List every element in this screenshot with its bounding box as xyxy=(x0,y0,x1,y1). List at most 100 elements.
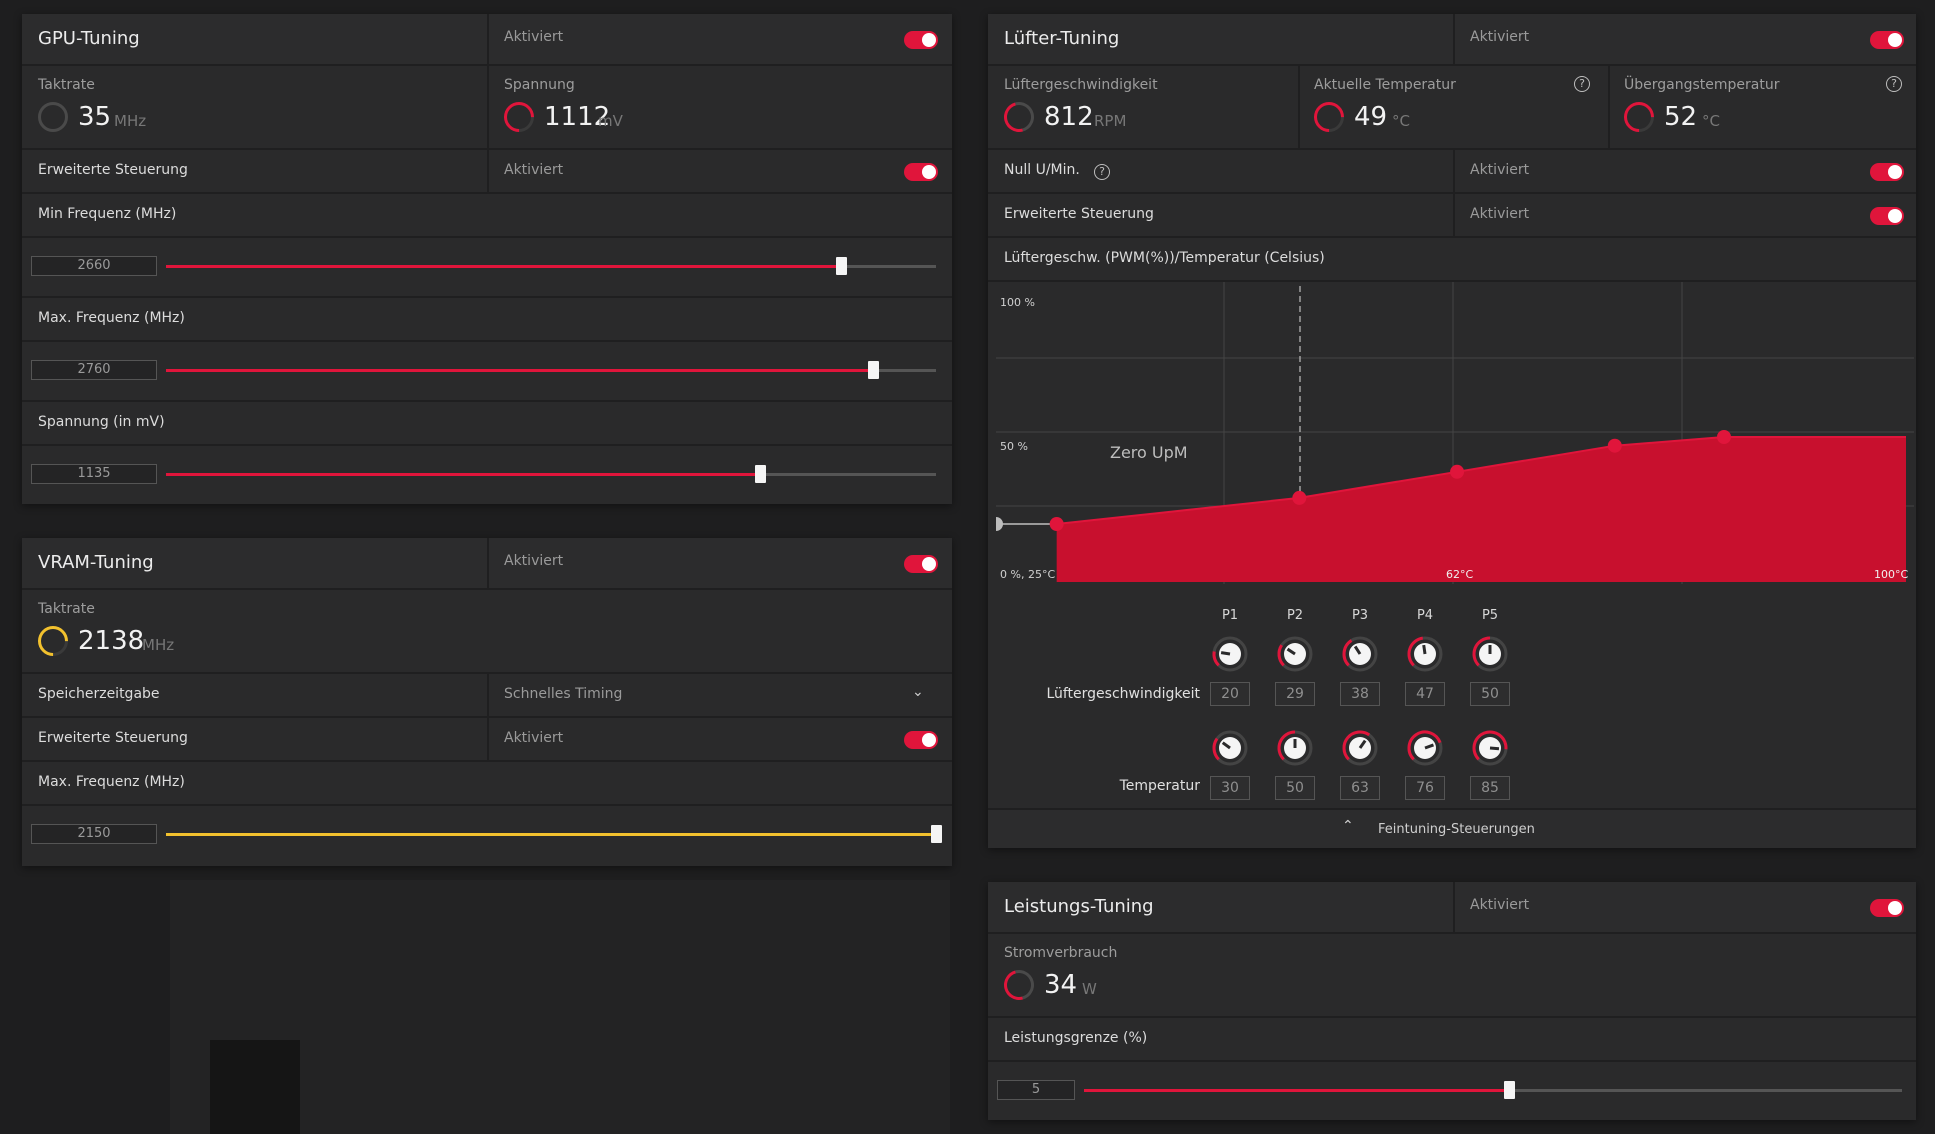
vram-header: VRAM-Tuning Aktiviert xyxy=(22,538,952,590)
x-tick-62: 62°C xyxy=(1446,568,1473,581)
power-limit-input[interactable]: 5 xyxy=(997,1080,1075,1100)
temp-knob-p2[interactable] xyxy=(1275,728,1315,768)
gpu-status: Aktiviert xyxy=(504,29,564,45)
point-label: P1 xyxy=(1221,608,1239,623)
fan-speed-value: 812 xyxy=(1044,102,1094,132)
speed-input-p3[interactable]: 38 xyxy=(1340,682,1380,706)
speed-row-label: Lüftergeschwindigkeit xyxy=(1046,686,1200,702)
temp-input-p5[interactable]: 85 xyxy=(1470,776,1510,800)
vram-advanced-status: Aktiviert xyxy=(504,730,564,746)
zero-upm-annotation: Zero UpM xyxy=(1110,443,1188,462)
gpu-voltage-thumb[interactable] xyxy=(754,465,766,483)
vram-clock-unit: MHz xyxy=(142,636,175,654)
fine-tuning-label[interactable]: Feintuning-Steuerungen xyxy=(1378,822,1535,837)
temp-input-p4[interactable]: 76 xyxy=(1405,776,1445,800)
fan-curve-point-p5 xyxy=(1717,430,1731,444)
gpu-min-freq-label: Min Frequenz (MHz) xyxy=(38,206,177,222)
gpu-voltage-unit: mV xyxy=(598,112,623,130)
power-metrics-row: Stromverbrauch 34 W xyxy=(988,934,1916,1018)
gpu-voltage-label: Spannung xyxy=(504,77,575,93)
speed-knob-p1[interactable] xyxy=(1210,634,1250,674)
temp-input-p3[interactable]: 63 xyxy=(1340,776,1380,800)
vram-timing-row: Speicherzeitgabe Schnelles Timing ⌄ xyxy=(22,674,952,718)
speed-knob-p5[interactable] xyxy=(1470,634,1510,674)
vram-max-freq-slider-row: 2150 xyxy=(22,806,952,866)
gpu-header: GPU-Tuning Aktiviert xyxy=(22,14,952,66)
speed-knob-p3[interactable] xyxy=(1340,634,1380,674)
chevron-down-icon[interactable]: ⌄ xyxy=(912,684,924,700)
gpu-max-freq-thumb[interactable] xyxy=(867,361,879,379)
speed-input-p1[interactable]: 20 xyxy=(1210,682,1250,706)
fan-junction-gauge xyxy=(1617,95,1661,139)
power-limit-header: Leistungsgrenze (%) xyxy=(988,1018,1916,1062)
gpu-clock-unit: MHz xyxy=(114,112,147,130)
fan-speed-label: Lüftergeschwindigkeit xyxy=(1004,77,1158,93)
fan-curve-area xyxy=(1056,437,1906,582)
speed-input-p5[interactable]: 50 xyxy=(1470,682,1510,706)
gpu-voltage-input[interactable]: 1135 xyxy=(31,464,157,484)
gpu-metrics-row: Taktrate 35 MHz Spannung 1112 mV xyxy=(22,66,952,150)
fan-junction-value: 52 xyxy=(1664,102,1698,132)
vram-max-freq-label: Max. Frequenz (MHz) xyxy=(38,774,185,790)
fan-curve-title: Lüftergeschw. (PWM(%))/Temperatur (Celsi… xyxy=(1004,250,1325,266)
gpu-voltage-fill xyxy=(166,473,760,476)
gpu-advanced-toggle[interactable] xyxy=(904,163,938,181)
point-label: P3 xyxy=(1351,608,1369,623)
vram-timing-select[interactable]: Schnelles Timing xyxy=(504,686,623,702)
chevron-up-icon[interactable]: ⌃ xyxy=(1342,818,1354,834)
fan-metrics-row: Lüftergeschwindigkeit 812 RPM Aktuelle T… xyxy=(988,66,1916,150)
power-usage-label: Stromverbrauch xyxy=(1004,945,1118,961)
fan-advanced-row: Erweiterte Steuerung Aktiviert xyxy=(988,194,1916,238)
fan-status: Aktiviert xyxy=(1470,29,1530,45)
temp-knob-p1[interactable] xyxy=(1210,728,1250,768)
fan-speed-unit: RPM xyxy=(1094,112,1127,130)
temp-input-p2[interactable]: 50 xyxy=(1275,776,1315,800)
speed-knob-p2[interactable] xyxy=(1275,634,1315,674)
fan-zero-rpm-toggle[interactable] xyxy=(1870,163,1904,181)
gpu-max-freq-input[interactable]: 2760 xyxy=(31,360,157,380)
power-limit-thumb[interactable] xyxy=(1504,1081,1516,1099)
fan-curve-chart[interactable]: 100 % 50 % 0 %, 25°C Zero UpM 62°C 100°C xyxy=(996,282,1914,584)
speed-knob-p4[interactable] xyxy=(1405,634,1445,674)
power-title: Leistungs-Tuning xyxy=(1004,896,1154,917)
gpu-voltage-slider-row: 1135 xyxy=(22,446,952,504)
fan-advanced-label: Erweiterte Steuerung xyxy=(1004,206,1154,222)
gpu-min-freq-fill xyxy=(166,265,842,268)
gpu-min-freq-input[interactable]: 2660 xyxy=(31,256,157,276)
help-icon[interactable]: ? xyxy=(1886,76,1902,92)
y-tick-50: 50 % xyxy=(1000,440,1028,453)
fan-header: Lüfter-Tuning Aktiviert xyxy=(988,14,1916,66)
vram-advanced-toggle[interactable] xyxy=(904,731,938,749)
speed-input-p4[interactable]: 47 xyxy=(1405,682,1445,706)
help-icon[interactable]: ? xyxy=(1574,76,1590,92)
temp-knob-p4[interactable] xyxy=(1405,728,1445,768)
fan-temp-unit: °C xyxy=(1392,112,1410,130)
fan-toggle[interactable] xyxy=(1870,31,1904,49)
temp-row-label: Temperatur xyxy=(1119,778,1200,794)
vram-max-freq-thumb[interactable] xyxy=(931,825,942,843)
vram-max-freq-input[interactable]: 2150 xyxy=(31,824,157,844)
gpu-clock-label: Taktrate xyxy=(38,77,95,93)
temp-knob-p5[interactable] xyxy=(1470,728,1510,768)
temp-knob-p3[interactable] xyxy=(1340,728,1380,768)
power-toggle[interactable] xyxy=(1870,899,1904,917)
vram-toggle[interactable] xyxy=(904,555,938,573)
y-tick-100: 100 % xyxy=(1000,296,1035,309)
fan-zero-rpm-status: Aktiviert xyxy=(1470,162,1530,178)
speed-input-p2[interactable]: 29 xyxy=(1275,682,1315,706)
temp-input-p1[interactable]: 30 xyxy=(1210,776,1250,800)
fan-advanced-toggle[interactable] xyxy=(1870,207,1904,225)
x-tick-origin: 0 %, 25°C xyxy=(1000,568,1055,581)
gpu-max-freq-fill xyxy=(166,369,873,372)
fine-tuning-row[interactable]: ⌃ Feintuning-Steuerungen xyxy=(988,808,1916,848)
vram-max-freq-fill xyxy=(166,833,936,836)
point-label: P5 xyxy=(1481,608,1499,623)
zero-upm-point xyxy=(996,517,1003,531)
fan-title: Lüfter-Tuning xyxy=(1004,28,1120,49)
gpu-min-freq-thumb[interactable] xyxy=(836,257,848,275)
gpu-toggle[interactable] xyxy=(904,31,938,49)
vram-clock-value: 2138 xyxy=(78,626,145,656)
gpu-advanced-row: Erweiterte Steuerung Aktiviert xyxy=(22,150,952,194)
gpu-max-freq-label: Max. Frequenz (MHz) xyxy=(38,310,185,326)
help-icon[interactable]: ? xyxy=(1094,164,1110,180)
